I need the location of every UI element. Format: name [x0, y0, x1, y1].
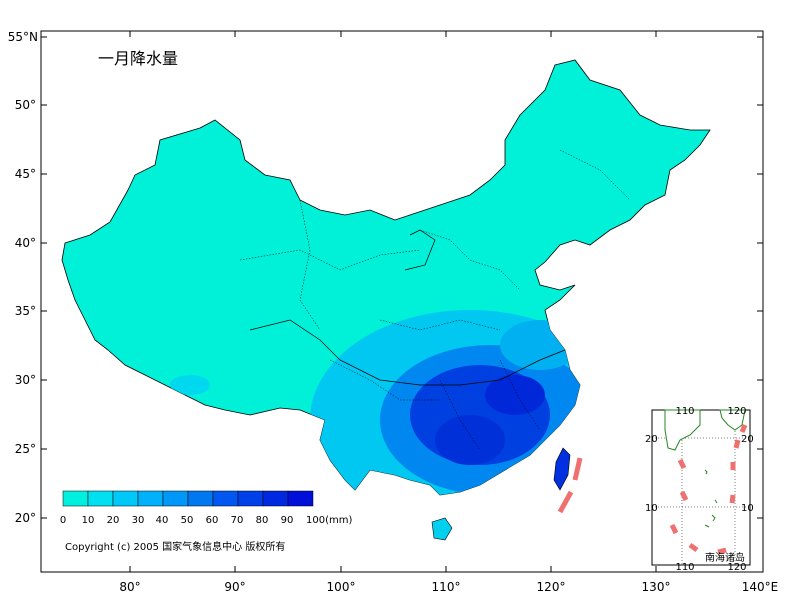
legend-swatch-5 — [187, 490, 214, 507]
lon-label-110: 110° — [432, 580, 461, 594]
inset-left-tick-10: 10 — [645, 503, 658, 514]
taiwan-island — [553, 447, 571, 491]
copyright-notice: Copyright (c) 2005 国家气象信息中心 版权所有 — [65, 540, 285, 553]
lat-label-35: 35° — [15, 304, 36, 318]
lat-label-45: 45° — [15, 167, 36, 181]
legend-label-40: 40 — [156, 515, 169, 526]
lat-label-30: 30° — [15, 373, 36, 387]
lon-label-120: 120° — [537, 580, 566, 594]
legend-swatch-7 — [237, 490, 264, 507]
legend-label-60: 60 — [206, 515, 219, 526]
legend-label-100: 100(mm) — [306, 515, 352, 526]
inset-top-tick-110: 110 — [675, 406, 694, 417]
lon-label-80: 80° — [119, 580, 140, 594]
legend-label-30: 30 — [132, 515, 145, 526]
legend-swatch-3 — [137, 490, 164, 507]
lat-label-40: 40° — [15, 236, 36, 250]
lon-label-140: 140°E — [742, 580, 779, 594]
hainan-island — [431, 517, 453, 541]
legend-swatch-0 — [62, 490, 89, 507]
legend-swatch-2 — [112, 490, 139, 507]
map-title: 一月降水量 — [98, 49, 178, 68]
legend-label-80: 80 — [256, 515, 269, 526]
legend-labels: 0 10 20 30 40 50 60 70 80 90 100(mm) — [60, 515, 353, 526]
inset-top-tick-120: 120 — [727, 406, 746, 417]
legend-swatch-9 — [287, 490, 314, 507]
legend-label-70: 70 — [231, 515, 244, 526]
legend-label-90: 90 — [281, 515, 294, 526]
inset-right-tick-20: 20 — [741, 434, 754, 445]
legend-label-0: 0 — [60, 515, 66, 526]
inset-right-tick-10: 10 — [741, 503, 754, 514]
lat-label-20: 20° — [15, 511, 36, 525]
lon-label-100: 100° — [327, 580, 356, 594]
lon-label-130: 130° — [642, 580, 671, 594]
longitude-axis: 80° 90° 100° 110° 120° 130° 140°E — [119, 31, 778, 594]
inset-label: 南海诸岛 — [705, 551, 745, 564]
inset-bottom-tick-120: 120 — [727, 562, 746, 573]
latitude-axis: 55°N 50° 45° 40° 35° 30° 25° 20° — [8, 30, 763, 525]
inset-left-tick-20: 20 — [645, 434, 658, 445]
legend-swatch-8 — [262, 490, 289, 507]
legend-swatch-6 — [212, 490, 239, 507]
inset-bottom-tick-110: 110 — [675, 562, 694, 573]
legend-label-10: 10 — [82, 515, 95, 526]
legend-color-bar — [62, 490, 314, 507]
nine-dash-line — [557, 457, 583, 514]
legend-label-50: 50 — [181, 515, 194, 526]
lat-label-55: 55°N — [8, 30, 38, 44]
lat-label-25: 25° — [15, 442, 36, 456]
south-china-sea-inset: 110 120 110 120 20 10 20 10 南海诸岛 — [645, 406, 754, 573]
legend-swatch-4 — [162, 490, 189, 507]
lat-label-50: 50° — [15, 98, 36, 112]
lon-label-90: 90° — [224, 580, 245, 594]
legend-label-20: 20 — [107, 515, 120, 526]
legend-swatch-1 — [87, 490, 114, 507]
